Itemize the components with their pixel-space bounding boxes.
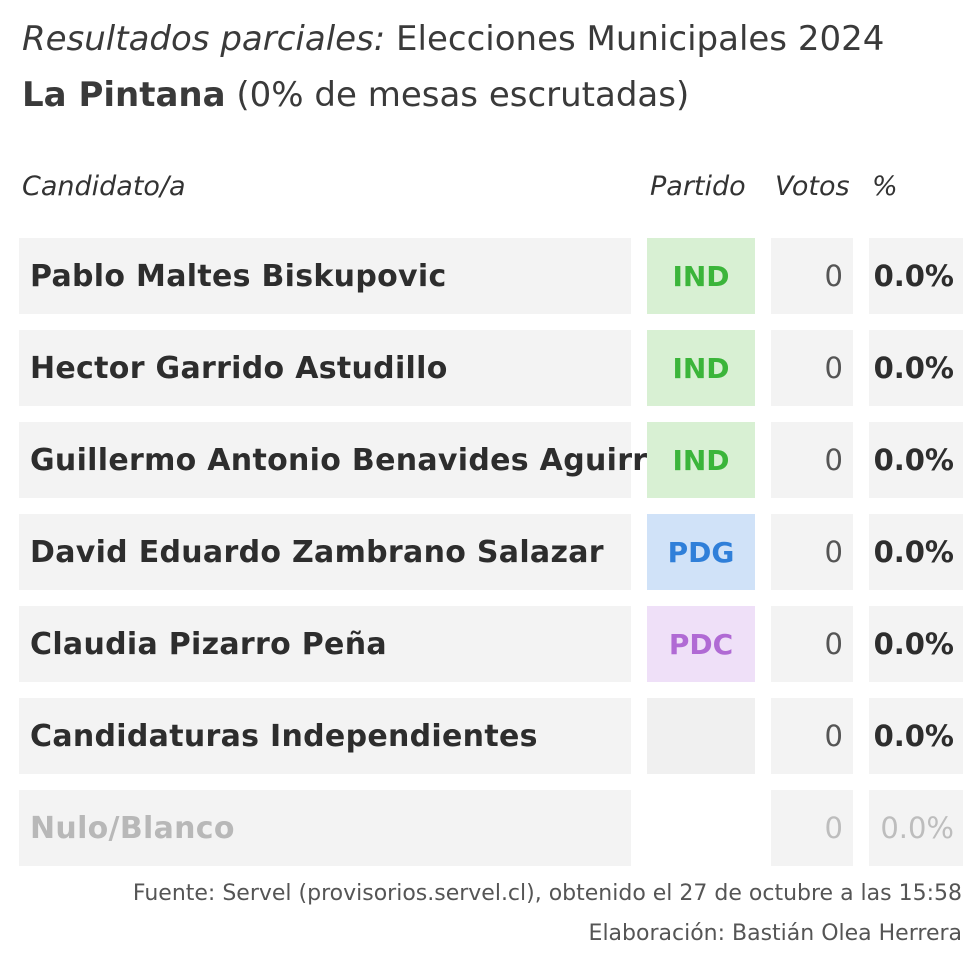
party-badge: PDC [647,606,755,682]
page-title: Resultados parciales: Elecciones Municip… [22,22,884,56]
party-badge: IND [647,238,755,314]
title-label: Resultados parciales: [22,19,386,59]
table-row: Guillermo Antonio Benavides Aguirre IND … [0,422,980,498]
percent-value: 0.0% [869,790,963,866]
percent-value: 0.0% [869,330,963,406]
party-badge: IND [647,422,755,498]
votes-value: 0 [771,422,853,498]
header-percent: % [872,171,898,202]
percent-value: 0.0% [869,422,963,498]
votes-value: 0 [771,514,853,590]
table-row: Pablo Maltes Biskupovic IND 0 0.0% [0,238,980,314]
candidate-name: Claudia Pizarro Peña [19,606,631,682]
votes-value: 0 [771,606,853,682]
votes-value: 0 [771,698,853,774]
votes-value: 0 [771,330,853,406]
party-badge: IND [647,330,755,406]
table-row: Hector Garrido Astudillo IND 0 0.0% [0,330,980,406]
commune-name: La Pintana [22,75,226,115]
candidate-name: Guillermo Antonio Benavides Aguirre [19,422,668,498]
header-votes: Votos [775,171,850,202]
percent-value: 0.0% [869,514,963,590]
percent-value: 0.0% [869,698,963,774]
candidate-name: David Eduardo Zambrano Salazar [19,514,631,590]
candidate-name: Hector Garrido Astudillo [19,330,631,406]
party-badge [647,790,755,866]
header-party: Partido [650,171,746,202]
election-name: Elecciones Municipales 2024 [385,19,885,59]
table-row: Candidaturas Independientes 0 0.0% [0,698,980,774]
votes-value: 0 [771,790,853,866]
percent-value: 0.0% [869,606,963,682]
candidate-name: Nulo/Blanco [19,790,631,866]
table-row: Claudia Pizarro Peña PDC 0 0.0% [0,606,980,682]
candidate-name: Candidaturas Independientes [19,698,631,774]
table-row: Nulo/Blanco 0 0.0% [0,790,980,866]
author-credit: Elaboración: Bastián Olea Herrera [588,921,962,946]
header-candidate: Candidato/a [22,171,186,202]
party-badge: PDG [647,514,755,590]
source-note: Fuente: Servel (provisorios.servel.cl), … [132,881,962,906]
candidate-name: Pablo Maltes Biskupovic [19,238,631,314]
page-subtitle: La Pintana (0% de mesas escrutadas) [22,78,689,112]
votes-value: 0 [771,238,853,314]
table-row: David Eduardo Zambrano Salazar PDG 0 0.0… [0,514,980,590]
percent-value: 0.0% [869,238,963,314]
count-progress: (0% de mesas escrutadas) [225,75,690,115]
party-badge [647,698,755,774]
